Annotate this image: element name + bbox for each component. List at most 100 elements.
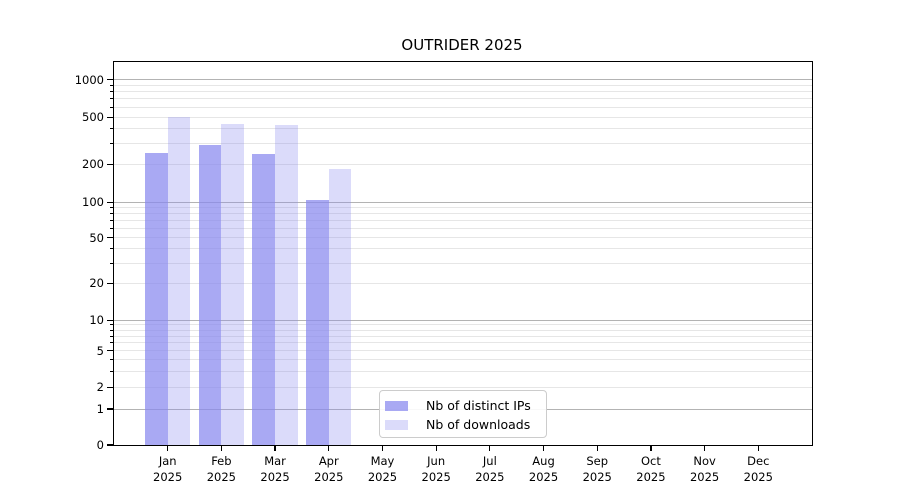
x-tick-label: Mar 2025 (260, 454, 290, 484)
minor-gridline (114, 282, 812, 284)
minor-gridline (114, 324, 812, 326)
legend-label: Nb of downloads (426, 417, 531, 432)
y-minor-tick-mark (110, 213, 113, 215)
y-tick-label: 1 (96, 402, 104, 417)
minor-gridline (114, 329, 812, 331)
legend-swatch-distinct-ips (385, 400, 408, 411)
x-tick-mark (435, 446, 437, 451)
y-tick-label: 200 (82, 157, 104, 172)
y-minor-tick-mark (110, 248, 113, 250)
bar-distinct-ips (306, 199, 329, 445)
minor-gridline (114, 163, 812, 165)
x-tick-label: Jan 2025 (153, 454, 183, 484)
y-tick-mark (107, 116, 113, 118)
x-tick-label: Nov 2025 (689, 454, 720, 484)
y-minor-tick-mark (110, 91, 113, 93)
x-tick-label: Jun 2025 (421, 454, 451, 484)
minor-gridline (114, 128, 812, 130)
minor-gridline (114, 84, 812, 86)
minor-gridline (114, 143, 812, 145)
minor-gridline (114, 237, 812, 239)
chart-title: OUTRIDER 2025 (401, 36, 523, 54)
bar-distinct-ips (252, 153, 276, 445)
minor-gridline (114, 98, 812, 100)
y-tick-label: 100 (82, 195, 104, 210)
minor-gridline (114, 227, 812, 229)
y-tick-label: 0 (96, 438, 104, 452)
x-tick-mark (220, 446, 222, 451)
minor-gridline (114, 116, 812, 118)
y-minor-tick-mark (110, 98, 113, 100)
y-minor-tick-mark (110, 106, 113, 108)
x-tick-label: Jul 2025 (475, 454, 505, 484)
y-minor-tick-mark (110, 207, 113, 208)
y-tick-label: 2 (96, 380, 104, 395)
minor-gridline (114, 370, 812, 372)
legend: Nb of distinct IPs Nb of downloads (379, 390, 547, 438)
bar-downloads (167, 117, 191, 445)
minor-gridline (114, 262, 812, 264)
minor-gridline (114, 219, 812, 221)
bar-downloads (275, 125, 298, 445)
x-tick-mark (757, 446, 759, 451)
y-minor-tick-mark (110, 359, 113, 361)
y-minor-tick-mark (110, 143, 113, 145)
y-minor-tick-mark (110, 335, 113, 337)
y-tick-mark (107, 282, 113, 284)
y-minor-tick-mark (110, 84, 113, 86)
x-tick-label: Dec 2025 (743, 454, 773, 484)
x-tick-mark (381, 446, 384, 451)
minor-gridline (114, 106, 812, 108)
y-tick-mark (107, 163, 113, 166)
y-minor-tick-mark (110, 262, 113, 264)
x-tick-mark (328, 446, 330, 451)
bar-distinct-ips (145, 152, 168, 445)
bar-distinct-ips (198, 145, 222, 445)
legend-row: Nb of distinct IPs (385, 396, 540, 415)
minor-gridline (114, 386, 812, 388)
major-gridline (114, 79, 812, 81)
major-gridline (114, 319, 812, 321)
plot-area: 0 1 2 5 10 20 50 100 200 500 1000 Jan 2025 Feb 2025 M… (75, 61, 813, 484)
y-minor-tick-mark (110, 329, 113, 331)
legend-swatch-downloads (385, 419, 408, 430)
major-gridline (114, 201, 812, 203)
y-tick-mark (107, 386, 113, 389)
y-minor-tick-mark (110, 227, 113, 229)
y-tick-label: 1000 (74, 72, 104, 87)
x-tick-label: May 2025 (367, 454, 398, 484)
bar-downloads (328, 168, 352, 445)
x-tick-mark (704, 446, 706, 451)
x-tick-label: Feb 2025 (206, 454, 237, 484)
y-tick-label: 500 (82, 110, 104, 125)
legend-label: Nb of distinct IPs (426, 398, 531, 413)
y-tick-mark (107, 201, 113, 203)
legend-row: Nb of downloads (385, 415, 540, 434)
y-tick-mark (107, 319, 113, 321)
x-tick-mark (650, 446, 652, 451)
minor-gridline (114, 213, 812, 215)
minor-gridline (114, 248, 812, 250)
y-tick-label: 50 (89, 230, 104, 245)
y-minor-tick-mark (110, 342, 113, 344)
minor-gridline (114, 335, 812, 337)
x-tick-label: Aug 2025 (528, 454, 559, 484)
minor-gridline (114, 91, 812, 93)
x-tick-mark (167, 446, 169, 451)
y-tick-mark (107, 444, 113, 446)
x-tick-mark (489, 446, 491, 451)
y-tick-label: 10 (89, 313, 104, 328)
x-tick-mark (542, 446, 545, 451)
y-minor-tick-mark (110, 324, 113, 326)
x-tick-label: Sep 2025 (582, 454, 612, 484)
x-tick-mark (596, 446, 598, 451)
minor-gridline (114, 342, 812, 344)
y-minor-tick-mark (110, 219, 113, 221)
minor-gridline (114, 359, 812, 361)
x-tick-label: Oct 2025 (636, 454, 666, 484)
minor-gridline (114, 207, 812, 208)
y-minor-tick-mark (110, 370, 113, 372)
x-tick-label: Apr 2025 (314, 454, 344, 484)
y-tick-label: 20 (89, 276, 104, 291)
